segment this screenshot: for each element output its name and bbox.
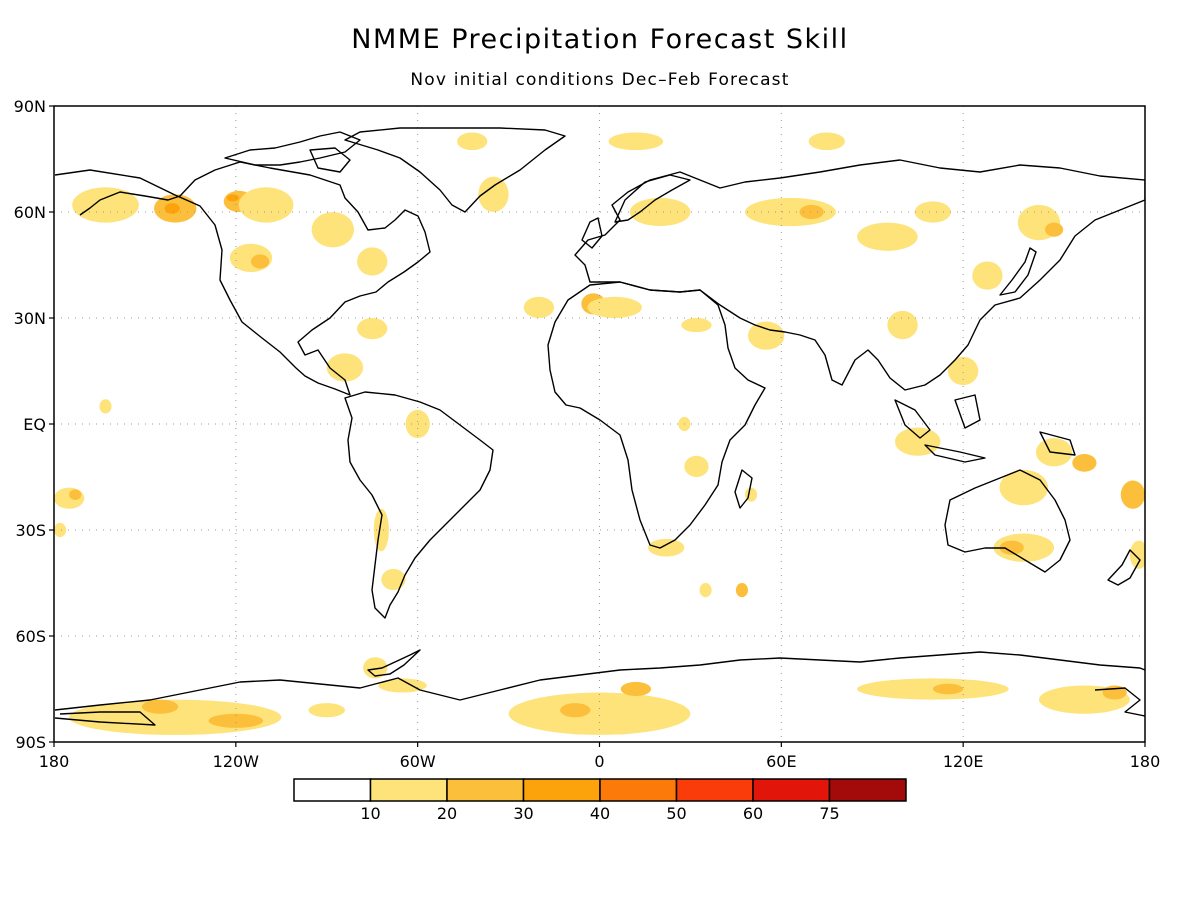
skill-region <box>744 197 836 227</box>
skill-region <box>457 132 488 151</box>
skill-region <box>857 222 918 251</box>
skill-region <box>948 356 979 386</box>
skill-region <box>914 201 952 223</box>
skill-region <box>72 187 139 223</box>
skill-region <box>226 194 239 202</box>
skill-region <box>799 204 824 220</box>
gridlines <box>54 106 1145 742</box>
skill-shading-layer <box>54 132 1145 735</box>
skill-region <box>608 132 664 151</box>
colorbar-swatch <box>369 778 448 802</box>
colorbar-label: 50 <box>666 804 686 823</box>
skill-region <box>69 489 82 500</box>
skill-region <box>208 713 264 728</box>
skill-region <box>699 583 712 598</box>
skill-region <box>972 261 1003 290</box>
colorbar-swatch <box>675 778 754 802</box>
lon-tick-label: 120W <box>213 752 260 771</box>
colorbar-label: 20 <box>437 804 457 823</box>
skill-region <box>560 703 591 718</box>
map-title: NMME Precipitation Forecast Skill <box>351 24 849 55</box>
skill-region <box>1129 540 1145 569</box>
skill-region <box>54 522 67 538</box>
skill-region <box>54 487 85 509</box>
skill-region <box>747 321 785 350</box>
skill-region <box>647 538 685 557</box>
colorbar-swatch <box>446 778 525 802</box>
skill-region <box>164 203 180 214</box>
lat-tick-label: 90N <box>14 97 46 116</box>
skill-region <box>238 187 294 223</box>
skill-region <box>357 247 388 276</box>
skill-region <box>993 533 1055 562</box>
skill-region <box>808 132 845 151</box>
coastlines <box>54 127 1145 726</box>
colorbar-swatch <box>828 778 907 802</box>
skill-region <box>999 540 1024 555</box>
colorbar-swatch <box>599 778 678 802</box>
colorbar-label: 40 <box>590 804 610 823</box>
skill-region <box>1044 222 1064 237</box>
skill-region <box>681 318 712 333</box>
skill-region <box>141 699 179 714</box>
colorbar-label: 30 <box>513 804 533 823</box>
colorbar-label: 60 <box>743 804 763 823</box>
skill-region <box>684 455 709 477</box>
skill-region <box>250 254 270 269</box>
skill-region <box>857 678 1009 700</box>
colorbar: 10 20 30 40 50 60 75 <box>293 778 907 823</box>
colorbar-swatch <box>752 778 831 802</box>
colorbar-label: 10 <box>360 804 380 823</box>
skill-region <box>363 657 388 679</box>
skill-region <box>587 296 642 318</box>
skill-region <box>629 197 691 227</box>
lat-tick-label: 60N <box>14 203 46 222</box>
lon-tick-label: 60E <box>766 752 796 771</box>
colorbar-swatch <box>522 778 601 802</box>
lat-tick-label: EQ <box>23 415 46 434</box>
skill-region <box>887 310 918 340</box>
skill-region <box>381 568 406 591</box>
skill-region <box>311 212 355 248</box>
skill-region <box>523 296 555 318</box>
skill-region <box>932 683 964 695</box>
lon-tick-label: 180 <box>39 752 70 771</box>
colorbar-label: 75 <box>819 804 839 823</box>
lon-tick-label: 120E <box>943 752 984 771</box>
lat-tick-label: 60S <box>15 627 46 646</box>
lat-tick-label: 30S <box>15 521 46 540</box>
skill-region <box>1120 480 1145 509</box>
skill-region <box>508 692 691 735</box>
skill-region <box>735 583 748 598</box>
skill-region <box>405 409 430 439</box>
skill-region <box>99 399 112 414</box>
lon-tick-label: 180 <box>1130 752 1161 771</box>
skill-region <box>894 427 941 456</box>
skill-region <box>999 469 1049 506</box>
skill-region <box>378 678 427 693</box>
plot-frame <box>53 105 1146 743</box>
lon-tick-label: 0 <box>594 752 604 771</box>
lon-tick-label: 60W <box>400 752 436 771</box>
skill-region <box>357 318 388 340</box>
colorbar-swatch <box>293 778 372 802</box>
skill-region <box>308 703 345 718</box>
skill-region <box>620 681 652 697</box>
skill-region <box>326 353 364 382</box>
lat-tick-label: 90S <box>15 733 46 752</box>
lat-tick-label: 30N <box>14 309 46 328</box>
map-subtitle: Nov initial conditions Dec–Feb Forecast <box>410 70 790 90</box>
skill-region <box>1072 454 1097 472</box>
skill-region <box>478 176 509 212</box>
